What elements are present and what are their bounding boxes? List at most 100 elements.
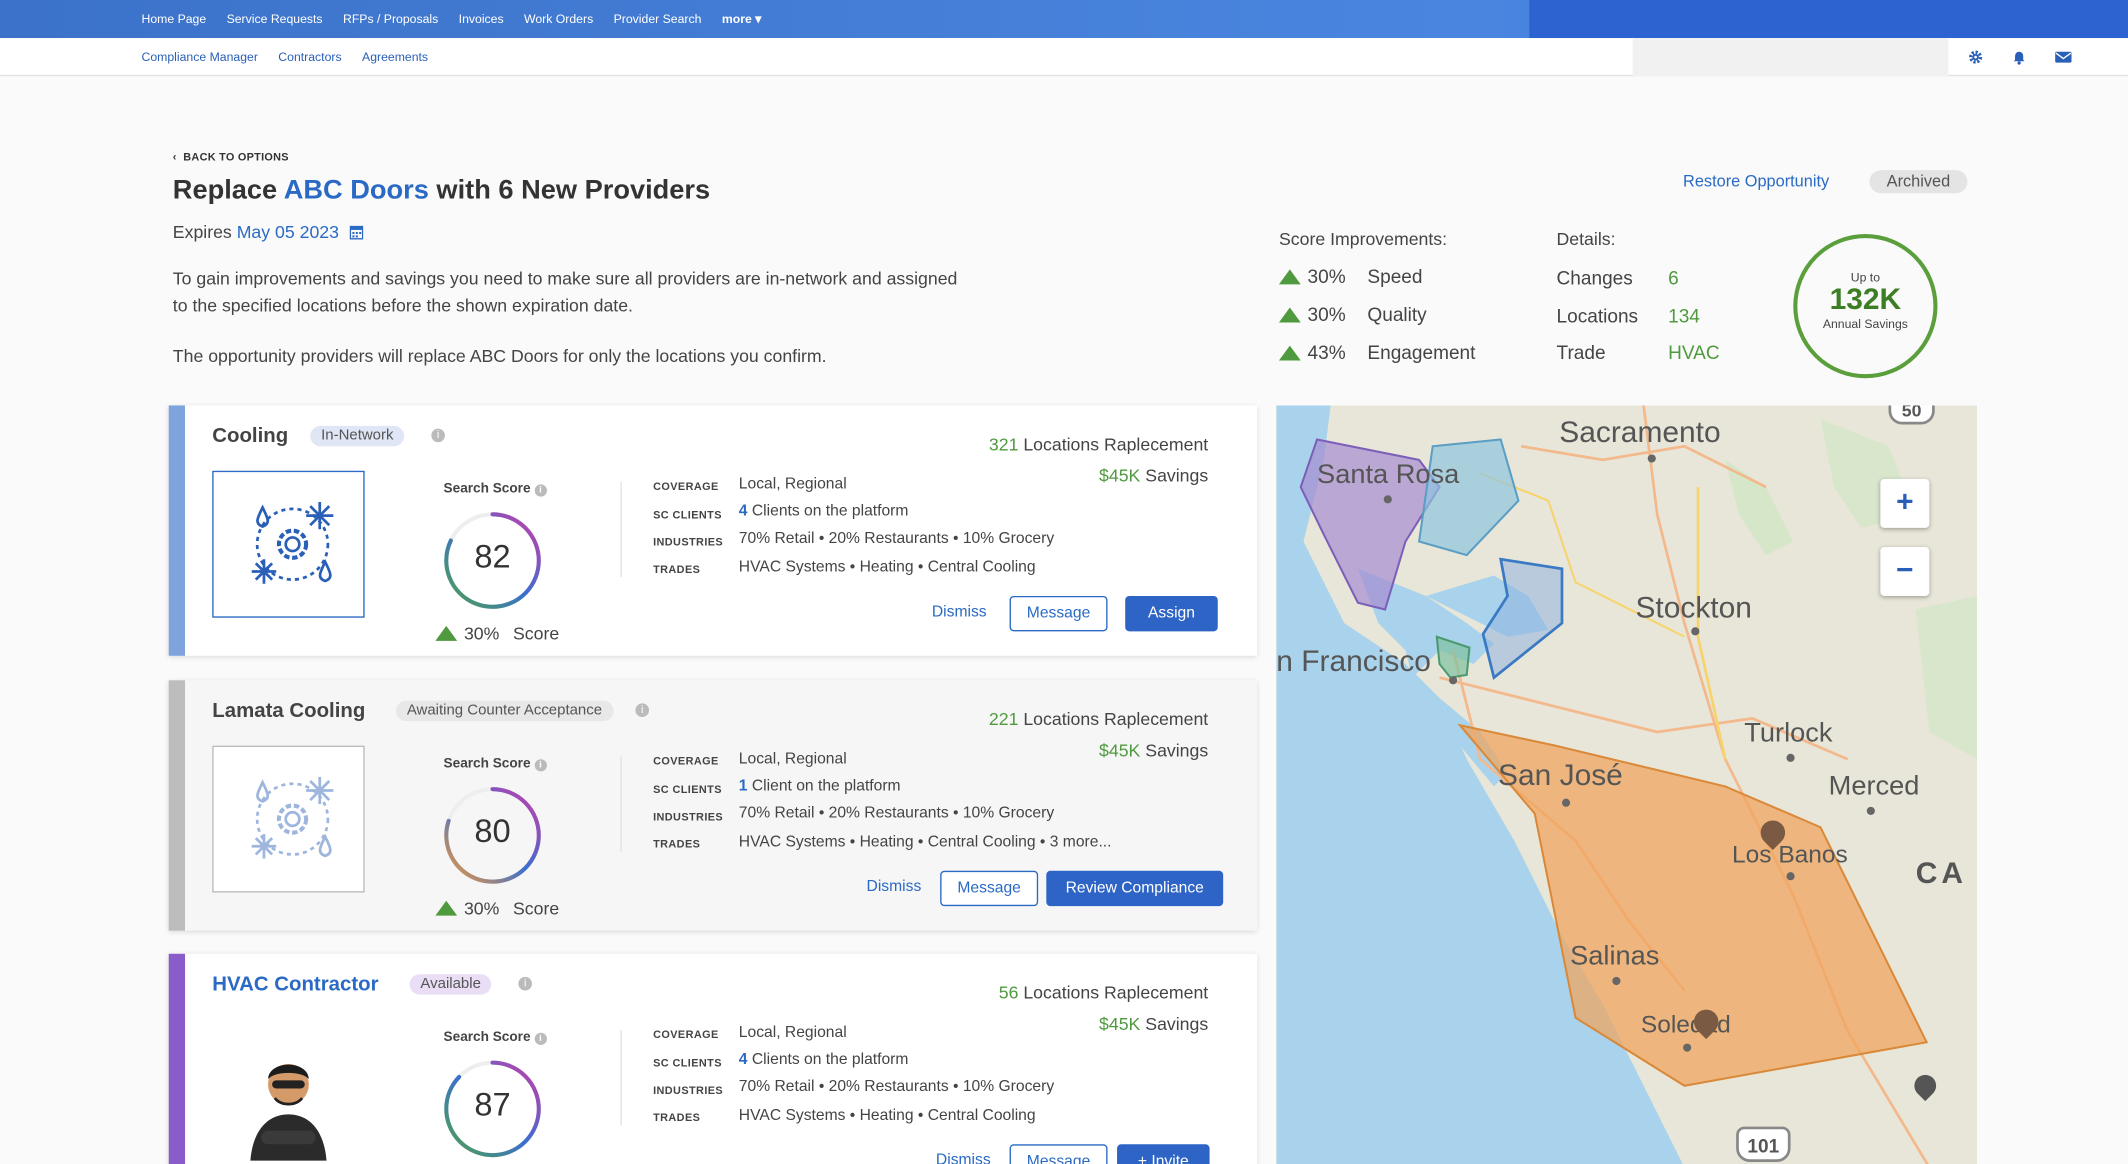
- dismiss-button[interactable]: Dismiss: [935, 1152, 991, 1164]
- city-marker: [1866, 806, 1875, 815]
- city-label: Santa Rosa: [1317, 459, 1460, 490]
- coverage-value: Local, Regional: [738, 476, 847, 493]
- info-icon[interactable]: i: [534, 484, 547, 497]
- trades-value: HVAC Systems • Heating • Central Cooling…: [738, 834, 1112, 851]
- city-label: San José: [1498, 757, 1623, 792]
- card-savings: $45K Savings: [1099, 740, 1209, 761]
- message-button[interactable]: Message: [940, 870, 1039, 907]
- nav-provider-search[interactable]: Provider Search: [613, 12, 702, 26]
- city-marker: [1691, 627, 1700, 636]
- provider-status-badge: Available: [409, 974, 492, 995]
- up-triangle-icon: [435, 900, 458, 916]
- annual-savings-badge: Up to 132K Annual Savings: [1793, 234, 1938, 379]
- up-triangle-icon: [1278, 306, 1301, 322]
- highway-shield-icon: 101: [1736, 1126, 1791, 1162]
- subnav-compliance[interactable]: Compliance Manager: [141, 50, 258, 64]
- city-label: Merced: [1828, 771, 1920, 802]
- calendar-icon[interactable]: [349, 223, 363, 243]
- region-label: CA: [1915, 855, 1968, 890]
- provider-name: Cooling: [212, 424, 289, 448]
- message-button[interactable]: Message: [1009, 1144, 1108, 1164]
- search-score-value: 87: [474, 1087, 511, 1124]
- message-button[interactable]: Message: [1009, 595, 1108, 632]
- hvac-icon: [251, 776, 334, 859]
- provider-card: Lamata Cooling Awaiting Counter Acceptan…: [168, 680, 1258, 931]
- score-ring: [444, 787, 541, 884]
- nav-home[interactable]: Home Page: [141, 12, 207, 26]
- improvement-speed: 30% Speed: [1278, 265, 1422, 287]
- up-triangle-icon: [1278, 344, 1301, 360]
- expires-line: Expires May 05 2023: [173, 222, 363, 244]
- mail-icon[interactable]: [2055, 49, 2072, 65]
- trades-label: TRADES: [653, 563, 701, 576]
- card-accent-bar: [168, 953, 186, 1164]
- nav-invoices[interactable]: Invoices: [458, 12, 504, 26]
- provider-name[interactable]: HVAC Contractor: [212, 972, 379, 996]
- city-label: Turlock: [1744, 718, 1833, 749]
- city-marker: [1449, 676, 1458, 685]
- city-label: Stockton: [1635, 590, 1752, 625]
- invite-button[interactable]: + Invite: [1117, 1144, 1210, 1164]
- coverage-value: Local, Regional: [738, 751, 847, 768]
- industries-label: INDUSTRIES: [653, 1084, 724, 1097]
- subnav-spacer: [1632, 38, 1949, 77]
- card-savings: $45K Savings: [1099, 1013, 1209, 1035]
- detail-changes: Changes 6: [1556, 266, 1679, 289]
- restore-opportunity-link[interactable]: Restore Opportunity: [1683, 171, 1830, 191]
- coverage-label: COVERAGE: [653, 1028, 719, 1041]
- review-compliance-button[interactable]: Review Compliance: [1046, 870, 1224, 907]
- info-icon[interactable]: i: [518, 976, 532, 991]
- bell-icon[interactable]: [2011, 49, 2027, 65]
- assign-button[interactable]: Assign: [1125, 595, 1218, 632]
- zoom-in-button[interactable]: +: [1880, 478, 1930, 528]
- technician-avatar-icon: [250, 1063, 327, 1161]
- industries-label: INDUSTRIES: [653, 536, 724, 549]
- details-title: Details:: [1556, 228, 1616, 249]
- back-to-options-link[interactable]: ‹ BACK TO OPTIONS: [172, 151, 289, 164]
- expires-date[interactable]: May 05 2023: [236, 221, 339, 243]
- nav-more[interactable]: more ▾: [721, 11, 762, 26]
- subnav-agreements[interactable]: Agreements: [362, 50, 429, 64]
- provider-card: HVAC Contractor Available i Search Score…: [168, 953, 1258, 1164]
- gear-icon[interactable]: [1967, 49, 1983, 65]
- card-accent-bar: [168, 680, 186, 931]
- search-score-label: Search Score i: [444, 1030, 547, 1045]
- industries-value: 70% Retail • 20% Restaurants • 10% Groce…: [738, 805, 1055, 822]
- score-ring: [444, 1060, 541, 1158]
- card-savings: $45K Savings: [1099, 465, 1209, 486]
- city-label: Sacramento: [1559, 414, 1721, 449]
- divider: [620, 1029, 622, 1126]
- coverage-label: COVERAGE: [653, 755, 719, 768]
- sc-clients-label: SC CLIENTS: [653, 508, 722, 522]
- provider-logo: [212, 1019, 365, 1164]
- improvement-quality: 30% Quality: [1278, 303, 1427, 325]
- info-icon[interactable]: i: [534, 1032, 547, 1045]
- info-icon[interactable]: i: [534, 759, 547, 772]
- city-label: Salinas: [1570, 941, 1660, 972]
- page-title: Replace ABC Doors with 6 New Providers: [172, 175, 711, 206]
- search-score-label: Search Score i: [444, 756, 547, 772]
- detail-trade: Trade HVAC: [1556, 341, 1720, 364]
- back-label: BACK TO OPTIONS: [183, 151, 289, 164]
- dismiss-button[interactable]: Dismiss: [866, 878, 922, 896]
- trades-value: HVAC Systems • Heating • Central Cooling: [738, 559, 1036, 576]
- score-ring: [444, 512, 541, 609]
- detail-locations: Locations 134: [1556, 304, 1700, 327]
- coverage-map[interactable]: Sacramento Santa Rosa Stockton n Francis…: [1276, 405, 1977, 1164]
- info-icon[interactable]: i: [635, 703, 650, 718]
- nav-rfps[interactable]: RFPs / Proposals: [342, 12, 439, 26]
- city-label: Los Banos: [1732, 840, 1848, 869]
- search-score-value: 80: [474, 813, 511, 851]
- trades-label: TRADES: [653, 838, 701, 851]
- subnav-contractors[interactable]: Contractors: [278, 50, 342, 64]
- info-icon[interactable]: i: [431, 428, 445, 443]
- sc-clients-value: 4 Clients on the platform: [738, 503, 909, 520]
- nav-work-orders[interactable]: Work Orders: [524, 12, 594, 26]
- provider-card: Cooling In-Network i Search Score i: [168, 405, 1258, 656]
- improvement-engagement: 43% Engagement: [1278, 342, 1475, 363]
- coverage-value: Local, Regional: [738, 1024, 847, 1041]
- zoom-out-button[interactable]: −: [1880, 546, 1930, 596]
- provider-status-badge: Awaiting Counter Acceptance: [395, 700, 613, 722]
- dismiss-button[interactable]: Dismiss: [931, 604, 987, 621]
- nav-service-requests[interactable]: Service Requests: [226, 12, 323, 26]
